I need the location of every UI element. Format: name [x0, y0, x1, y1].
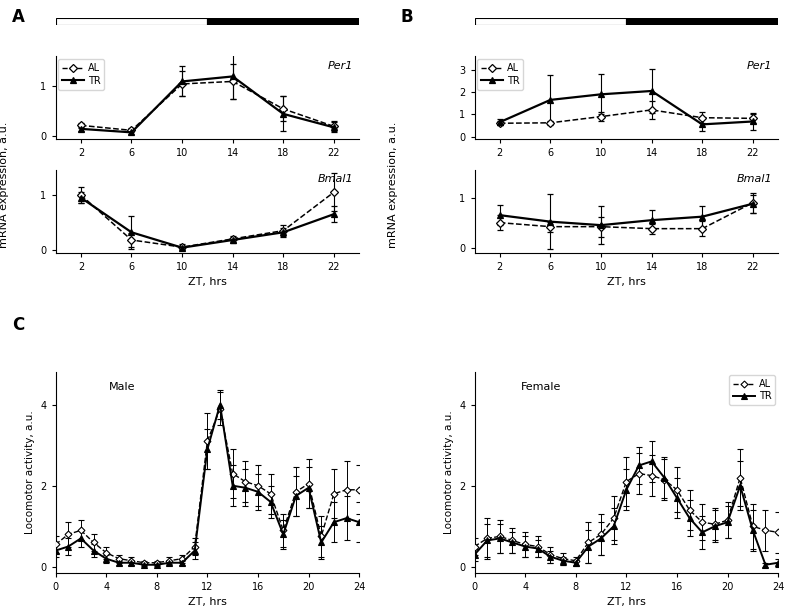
Text: A: A [12, 7, 25, 25]
X-axis label: ZT, hrs: ZT, hrs [188, 598, 227, 607]
Text: Bmal1: Bmal1 [318, 174, 353, 184]
Text: mRNA expression, a.u.: mRNA expression, a.u. [0, 121, 9, 248]
Text: Bmal1: Bmal1 [736, 174, 772, 184]
Legend: AL, TR: AL, TR [477, 59, 523, 89]
X-axis label: ZT, hrs: ZT, hrs [607, 277, 646, 287]
Legend: AL, TR: AL, TR [730, 375, 775, 405]
X-axis label: ZT, hrs: ZT, hrs [607, 598, 646, 607]
Text: B: B [401, 7, 414, 25]
Bar [56, 18, 207, 25]
Y-axis label: Locomotor activity, a.u.: Locomotor activity, a.u. [444, 411, 453, 535]
Text: Per1: Per1 [328, 60, 353, 71]
X-axis label: ZT, hrs: ZT, hrs [188, 277, 227, 287]
Y-axis label: Locomotor activity, a.u.: Locomotor activity, a.u. [25, 411, 35, 535]
Text: Female: Female [521, 382, 561, 392]
Bar [626, 18, 778, 25]
Legend: AL, TR: AL, TR [59, 59, 104, 89]
Text: Per1: Per1 [746, 60, 772, 71]
Text: Male: Male [109, 382, 136, 392]
Text: mRNA expression, a.u.: mRNA expression, a.u. [388, 121, 398, 248]
Bar [475, 18, 626, 25]
Text: C: C [12, 315, 24, 333]
Bar [207, 18, 359, 25]
